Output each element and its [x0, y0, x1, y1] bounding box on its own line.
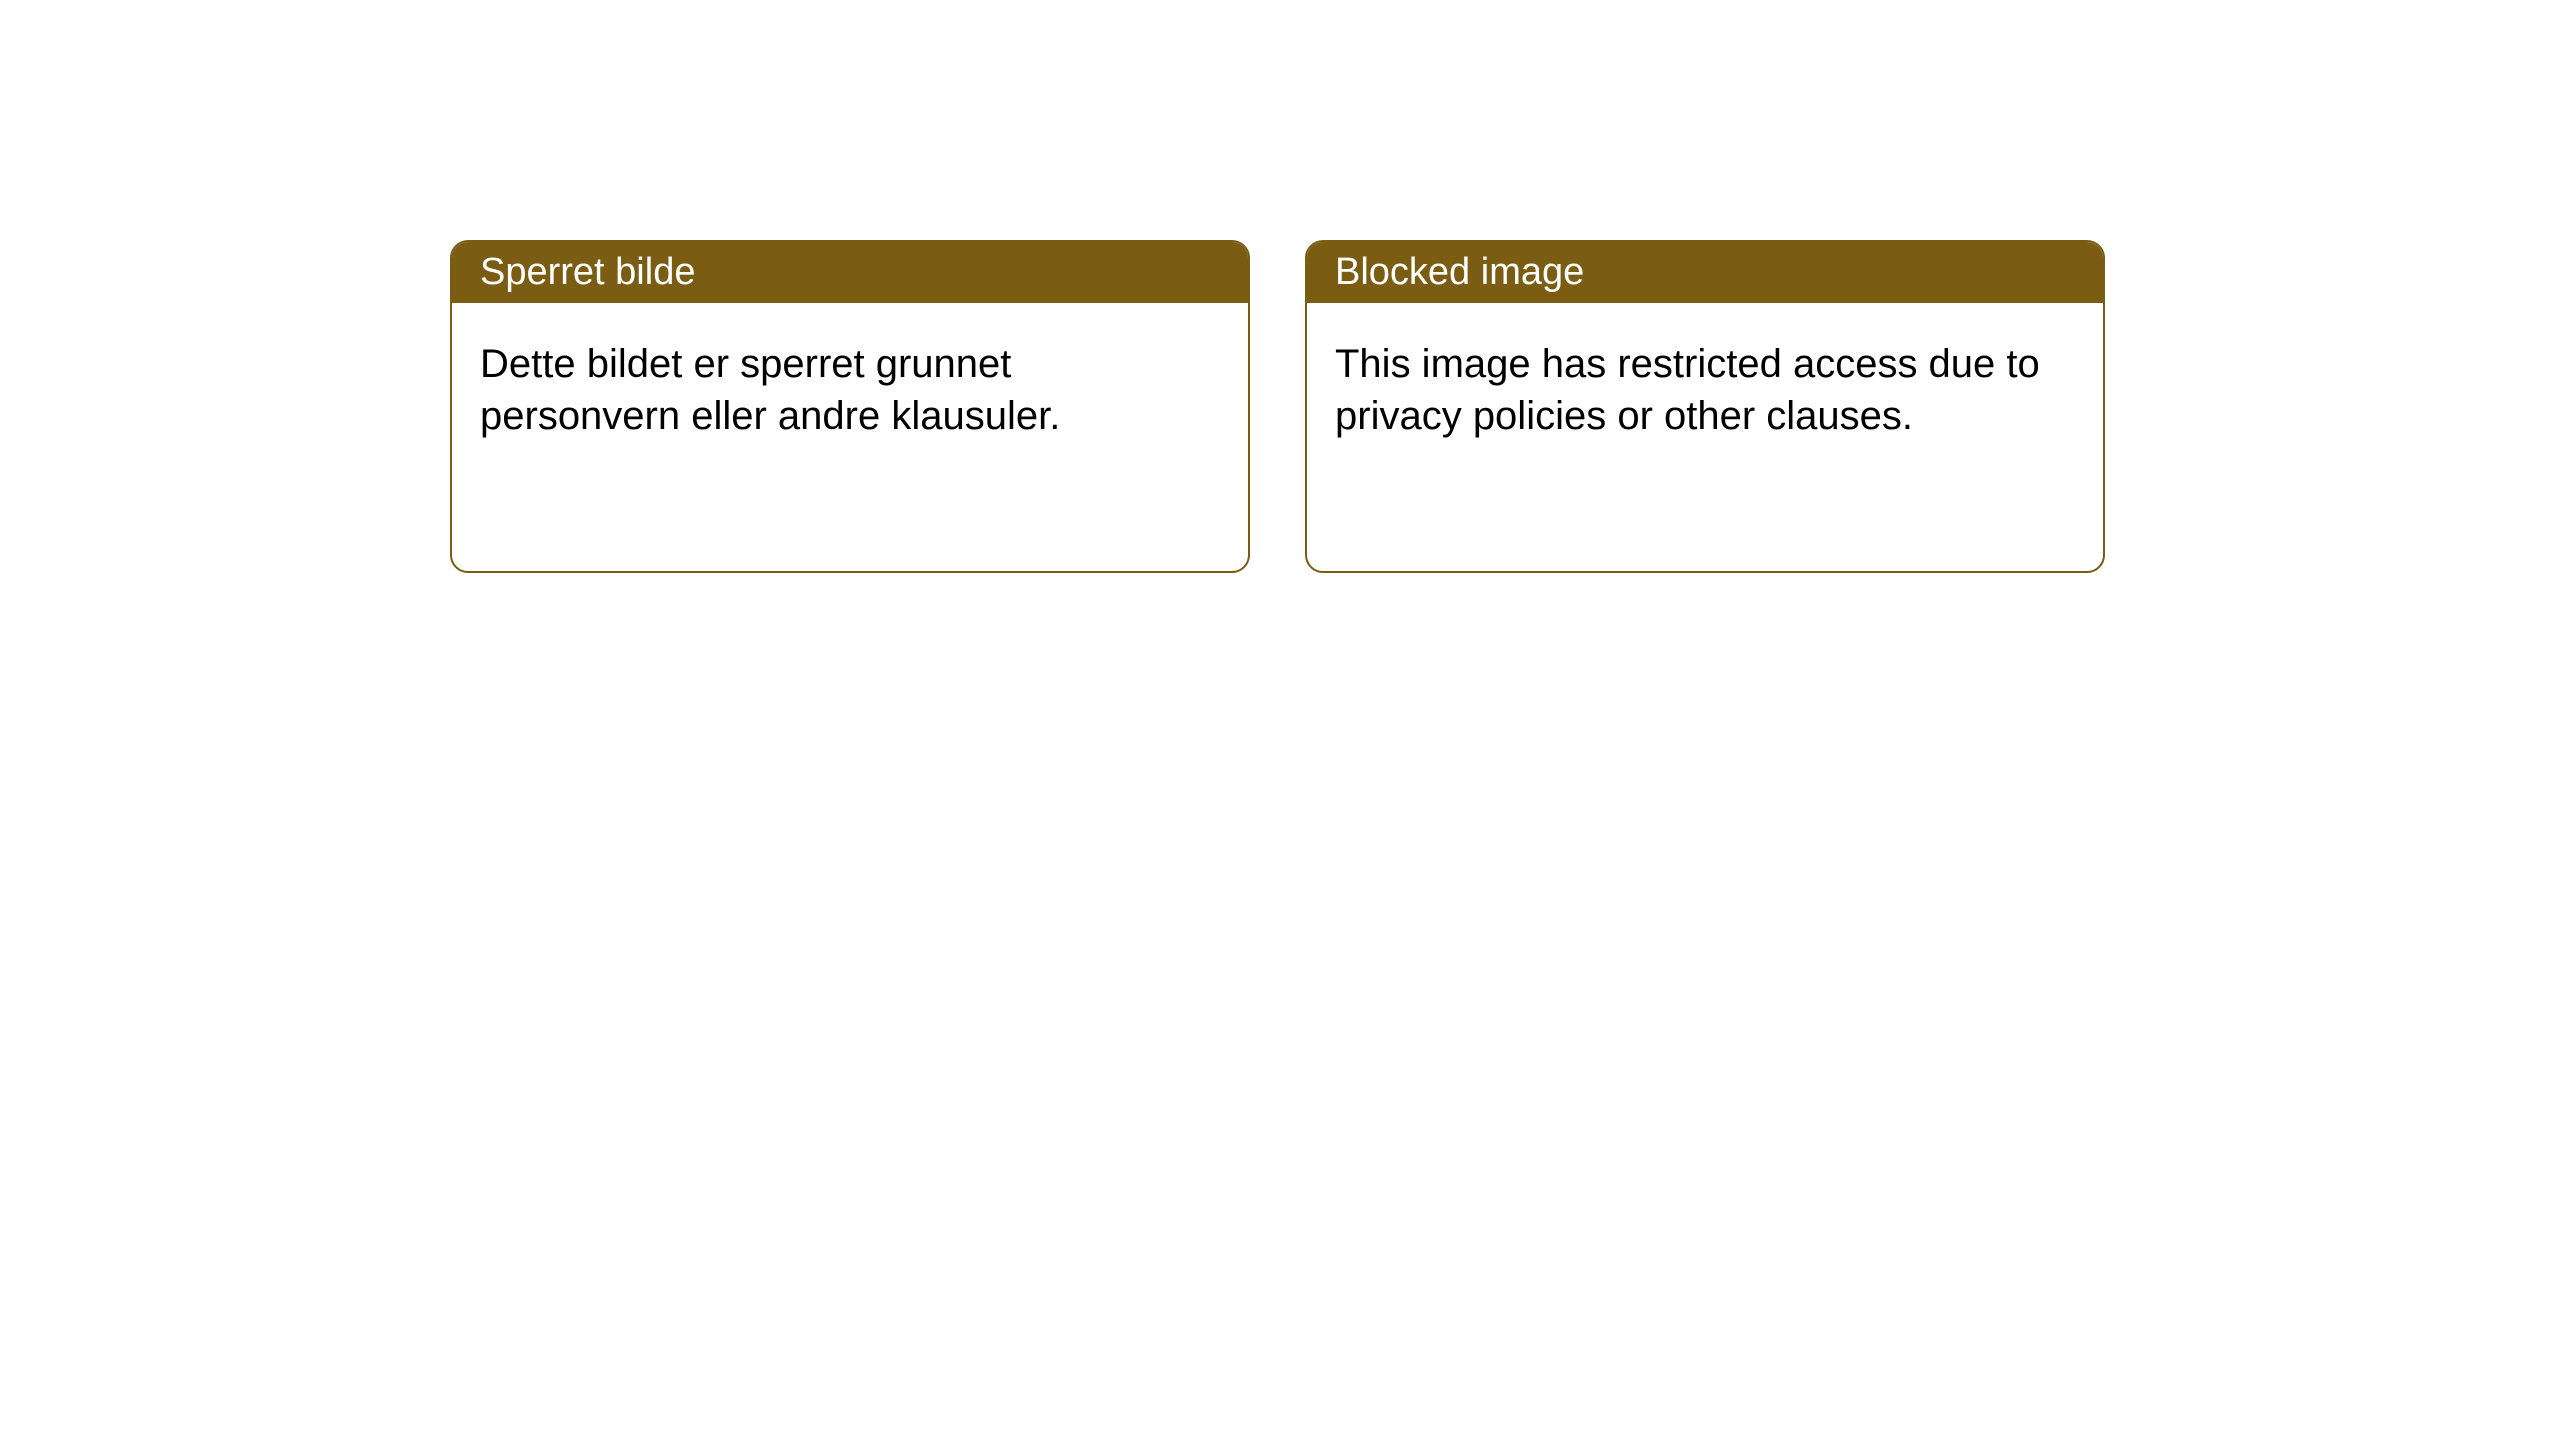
notice-text-no: Dette bildet er sperret grunnet personve… [480, 342, 1060, 438]
notice-body-en: This image has restricted access due to … [1307, 303, 2103, 477]
notice-card-en: Blocked image This image has restricted … [1305, 240, 2105, 573]
notice-header-en: Blocked image [1307, 242, 2103, 303]
notice-header-no: Sperret bilde [452, 242, 1248, 303]
notice-card-no: Sperret bilde Dette bildet er sperret gr… [450, 240, 1250, 573]
notice-body-no: Dette bildet er sperret grunnet personve… [452, 303, 1248, 477]
notice-title-en: Blocked image [1335, 251, 1584, 293]
notice-title-no: Sperret bilde [480, 251, 695, 293]
notice-container: Sperret bilde Dette bildet er sperret gr… [450, 240, 2105, 573]
notice-text-en: This image has restricted access due to … [1335, 342, 2040, 438]
